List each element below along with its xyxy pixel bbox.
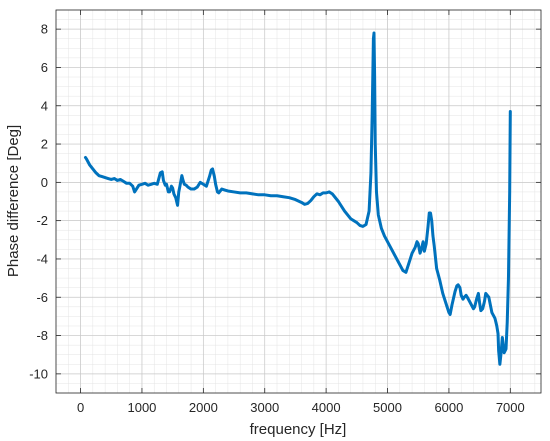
y-tick-label: 8 (41, 22, 48, 37)
x-tick-label: 1000 (127, 400, 156, 415)
y-tick-label: 6 (41, 60, 48, 75)
x-tick-label: 2000 (189, 400, 218, 415)
x-tick-labels: 0 1000 2000 3000 4000 5000 6000 7000 (77, 400, 525, 415)
major-grid (56, 10, 541, 393)
x-tick-label: 0 (77, 400, 84, 415)
x-axis-label: frequency [Hz] (250, 421, 347, 438)
series-line-1 (83, 31, 512, 366)
y-tick-label: -2 (36, 213, 48, 228)
y-tick-label: 4 (41, 98, 48, 113)
series-layer (83, 31, 512, 366)
y-tick-label: -10 (29, 366, 48, 381)
x-tick-label: 5000 (373, 400, 402, 415)
y-tick-label: 2 (41, 137, 48, 152)
x-tick-label: 7000 (496, 400, 525, 415)
tick-marks (56, 10, 541, 393)
x-tick-label: 6000 (434, 400, 463, 415)
x-tick-label: 4000 (312, 400, 341, 415)
y-axis-label: Phase difference [Deg] (5, 125, 22, 277)
y-tick-label: -4 (36, 251, 48, 266)
plot-area-frame (55, 9, 542, 394)
y-tick-label: -6 (36, 290, 48, 305)
y-tick-labels: -10 -8 -6 -4 -2 0 2 4 6 8 (29, 22, 48, 382)
y-tick-label: 0 (41, 175, 48, 190)
x-tick-label: 3000 (250, 400, 279, 415)
y-tick-label: -8 (36, 328, 48, 343)
